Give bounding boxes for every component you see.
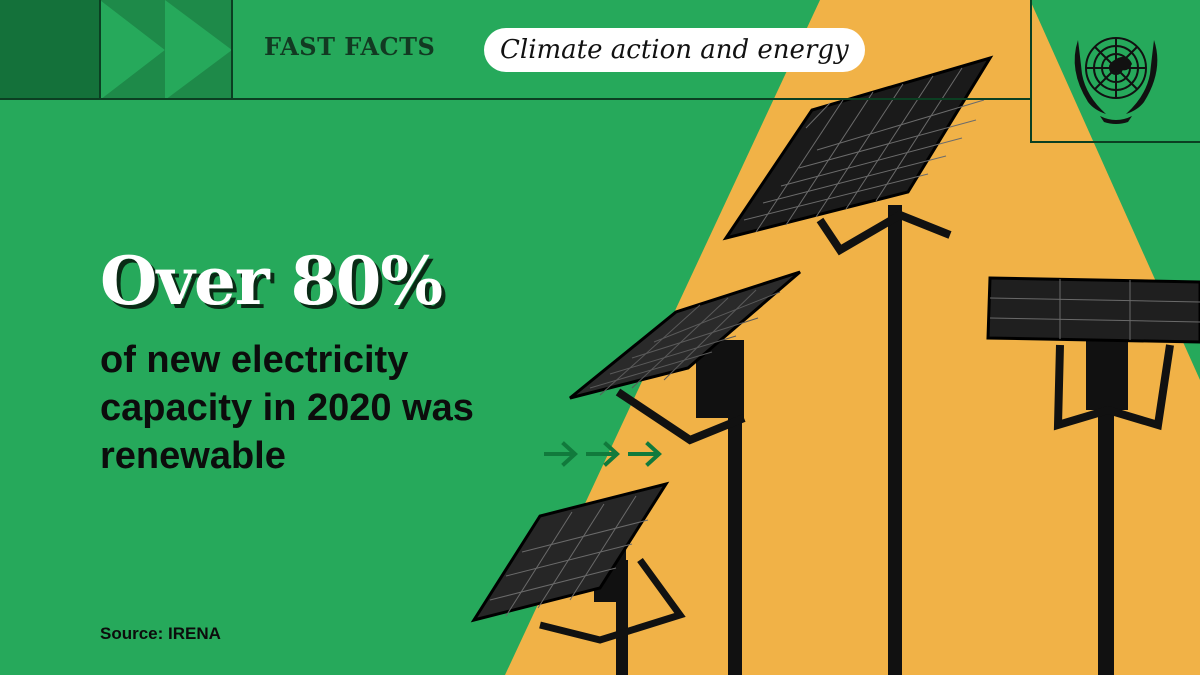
solar-panel-icon <box>569 270 801 675</box>
double-chevron-icon <box>0 0 233 100</box>
fast-facts-label: FAST FACTS <box>264 32 436 61</box>
un-emblem-frame <box>1030 0 1200 143</box>
yellow-beam <box>505 0 1200 675</box>
un-emblem-icon <box>1074 37 1158 124</box>
source-credit: Source: IRENA <box>100 624 221 643</box>
fact-description: of new electricity capacity in 2020 was … <box>100 339 474 477</box>
solar-panel-icon <box>722 55 994 675</box>
fact-headline: Over 80% <box>100 242 443 320</box>
solar-panel-icon <box>986 276 1200 675</box>
solar-panel-icon <box>470 481 686 675</box>
header-divider <box>0 98 1030 100</box>
arrows-icon <box>544 441 662 467</box>
topic-pill: Climate action and energy <box>484 28 865 72</box>
